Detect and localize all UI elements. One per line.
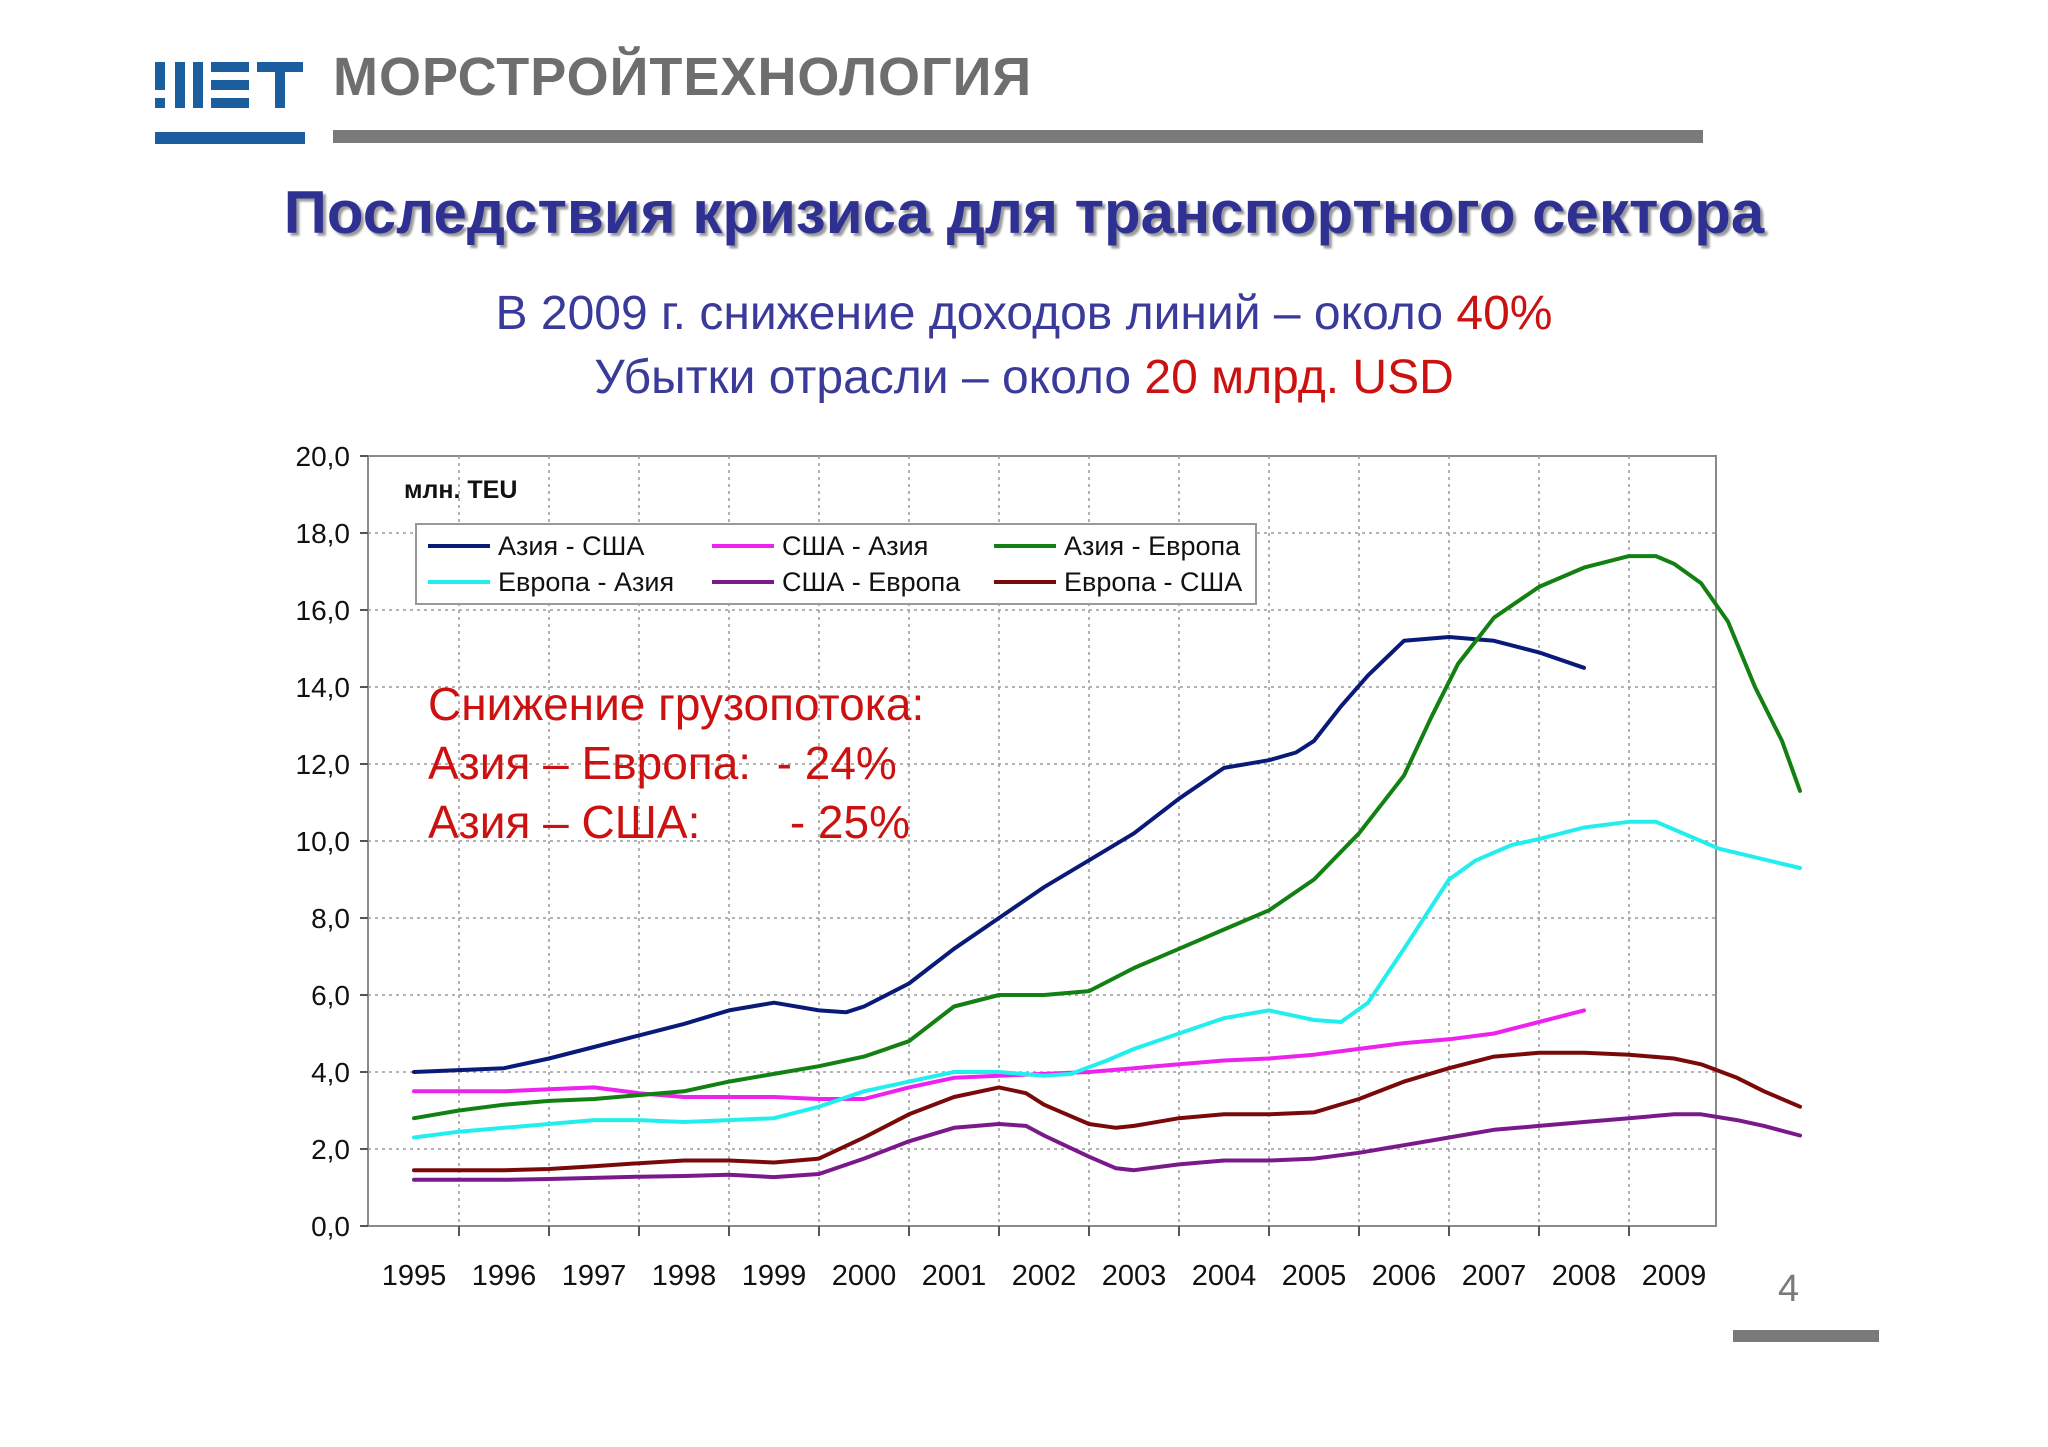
series-line <box>412 1008 1586 1101</box>
legend-label: США - Азия <box>782 531 928 561</box>
slide-title: Последствия кризиса для транспортного се… <box>283 179 1765 246</box>
unit-label: млн. TEU <box>404 476 517 504</box>
x-tick-label: 1995 <box>382 1260 447 1292</box>
subtitle-2-text: Убытки отрасли – около <box>594 351 1145 404</box>
x-tick-label: 1999 <box>742 1260 807 1292</box>
x-tick-label: 2002 <box>1012 1260 1077 1292</box>
company-name: МОРСТРОЙТЕХНОЛОГИЯ <box>333 47 1033 107</box>
x-tick-label: 2009 <box>1642 1260 1707 1292</box>
y-tick-label: 14,0 <box>296 672 351 703</box>
y-tick-label: 4,0 <box>311 1057 350 1088</box>
annotation-line: Азия – США: - 25% <box>428 796 910 848</box>
x-tick-label: 2008 <box>1552 1260 1617 1292</box>
x-tick-label: 2001 <box>922 1260 987 1292</box>
y-tick-label: 8,0 <box>311 903 350 934</box>
x-tick-label: 2007 <box>1462 1260 1527 1292</box>
y-tick-label: 6,0 <box>311 980 350 1011</box>
y-tick-label: 2,0 <box>311 1134 350 1165</box>
subtitle-line-2: Убытки отрасли – около 20 млрд. USD <box>0 350 2048 405</box>
x-tick-label: 1998 <box>652 1260 717 1292</box>
company-logo <box>155 62 305 144</box>
legend-label: Европа - Азия <box>498 567 674 597</box>
annotation-line: Азия – Европа: - 24% <box>428 737 897 789</box>
legend-label: Азия - Европа <box>1064 531 1241 561</box>
x-tick-label: 1997 <box>562 1260 627 1292</box>
x-tick-label: 2004 <box>1192 1260 1257 1292</box>
y-tick-label: 0,0 <box>311 1211 350 1242</box>
x-tick-label: 2000 <box>832 1260 897 1292</box>
y-tick-label: 16,0 <box>296 595 351 626</box>
series-line <box>412 1050 1802 1173</box>
x-tick-label: 2005 <box>1282 1260 1347 1292</box>
y-tick-label: 12,0 <box>296 749 351 780</box>
footer-divider <box>1733 1330 1879 1342</box>
subtitle-2-highlight: 20 млрд. USD <box>1144 351 1454 404</box>
series-line <box>412 635 1586 1074</box>
page-number: 4 <box>1778 1268 1800 1310</box>
legend-label: Азия - США <box>498 531 644 561</box>
subtitle-line-1: В 2009 г. снижение доходов линий – около… <box>0 286 2048 341</box>
legend-box <box>415 523 1257 605</box>
legend-label: США - Европа <box>782 567 961 597</box>
series-line <box>412 554 1802 1121</box>
annotation-line: Снижение грузопотока: <box>428 678 924 730</box>
x-tick-label: 1996 <box>472 1260 537 1292</box>
x-tick-label: 2006 <box>1372 1260 1437 1292</box>
series-line <box>412 819 1802 1140</box>
series-line <box>412 1112 1802 1182</box>
y-tick-label: 20,0 <box>296 441 351 472</box>
legend-label: Европа - США <box>1064 567 1242 597</box>
y-tick-label: 18,0 <box>296 518 351 549</box>
subtitle-1-highlight: 40% <box>1456 287 1553 340</box>
subtitle-1-text: В 2009 г. снижение доходов линий – около <box>495 287 1457 340</box>
x-tick-label: 2003 <box>1102 1260 1167 1292</box>
header-divider <box>333 130 1703 143</box>
y-tick-label: 10,0 <box>296 826 351 857</box>
